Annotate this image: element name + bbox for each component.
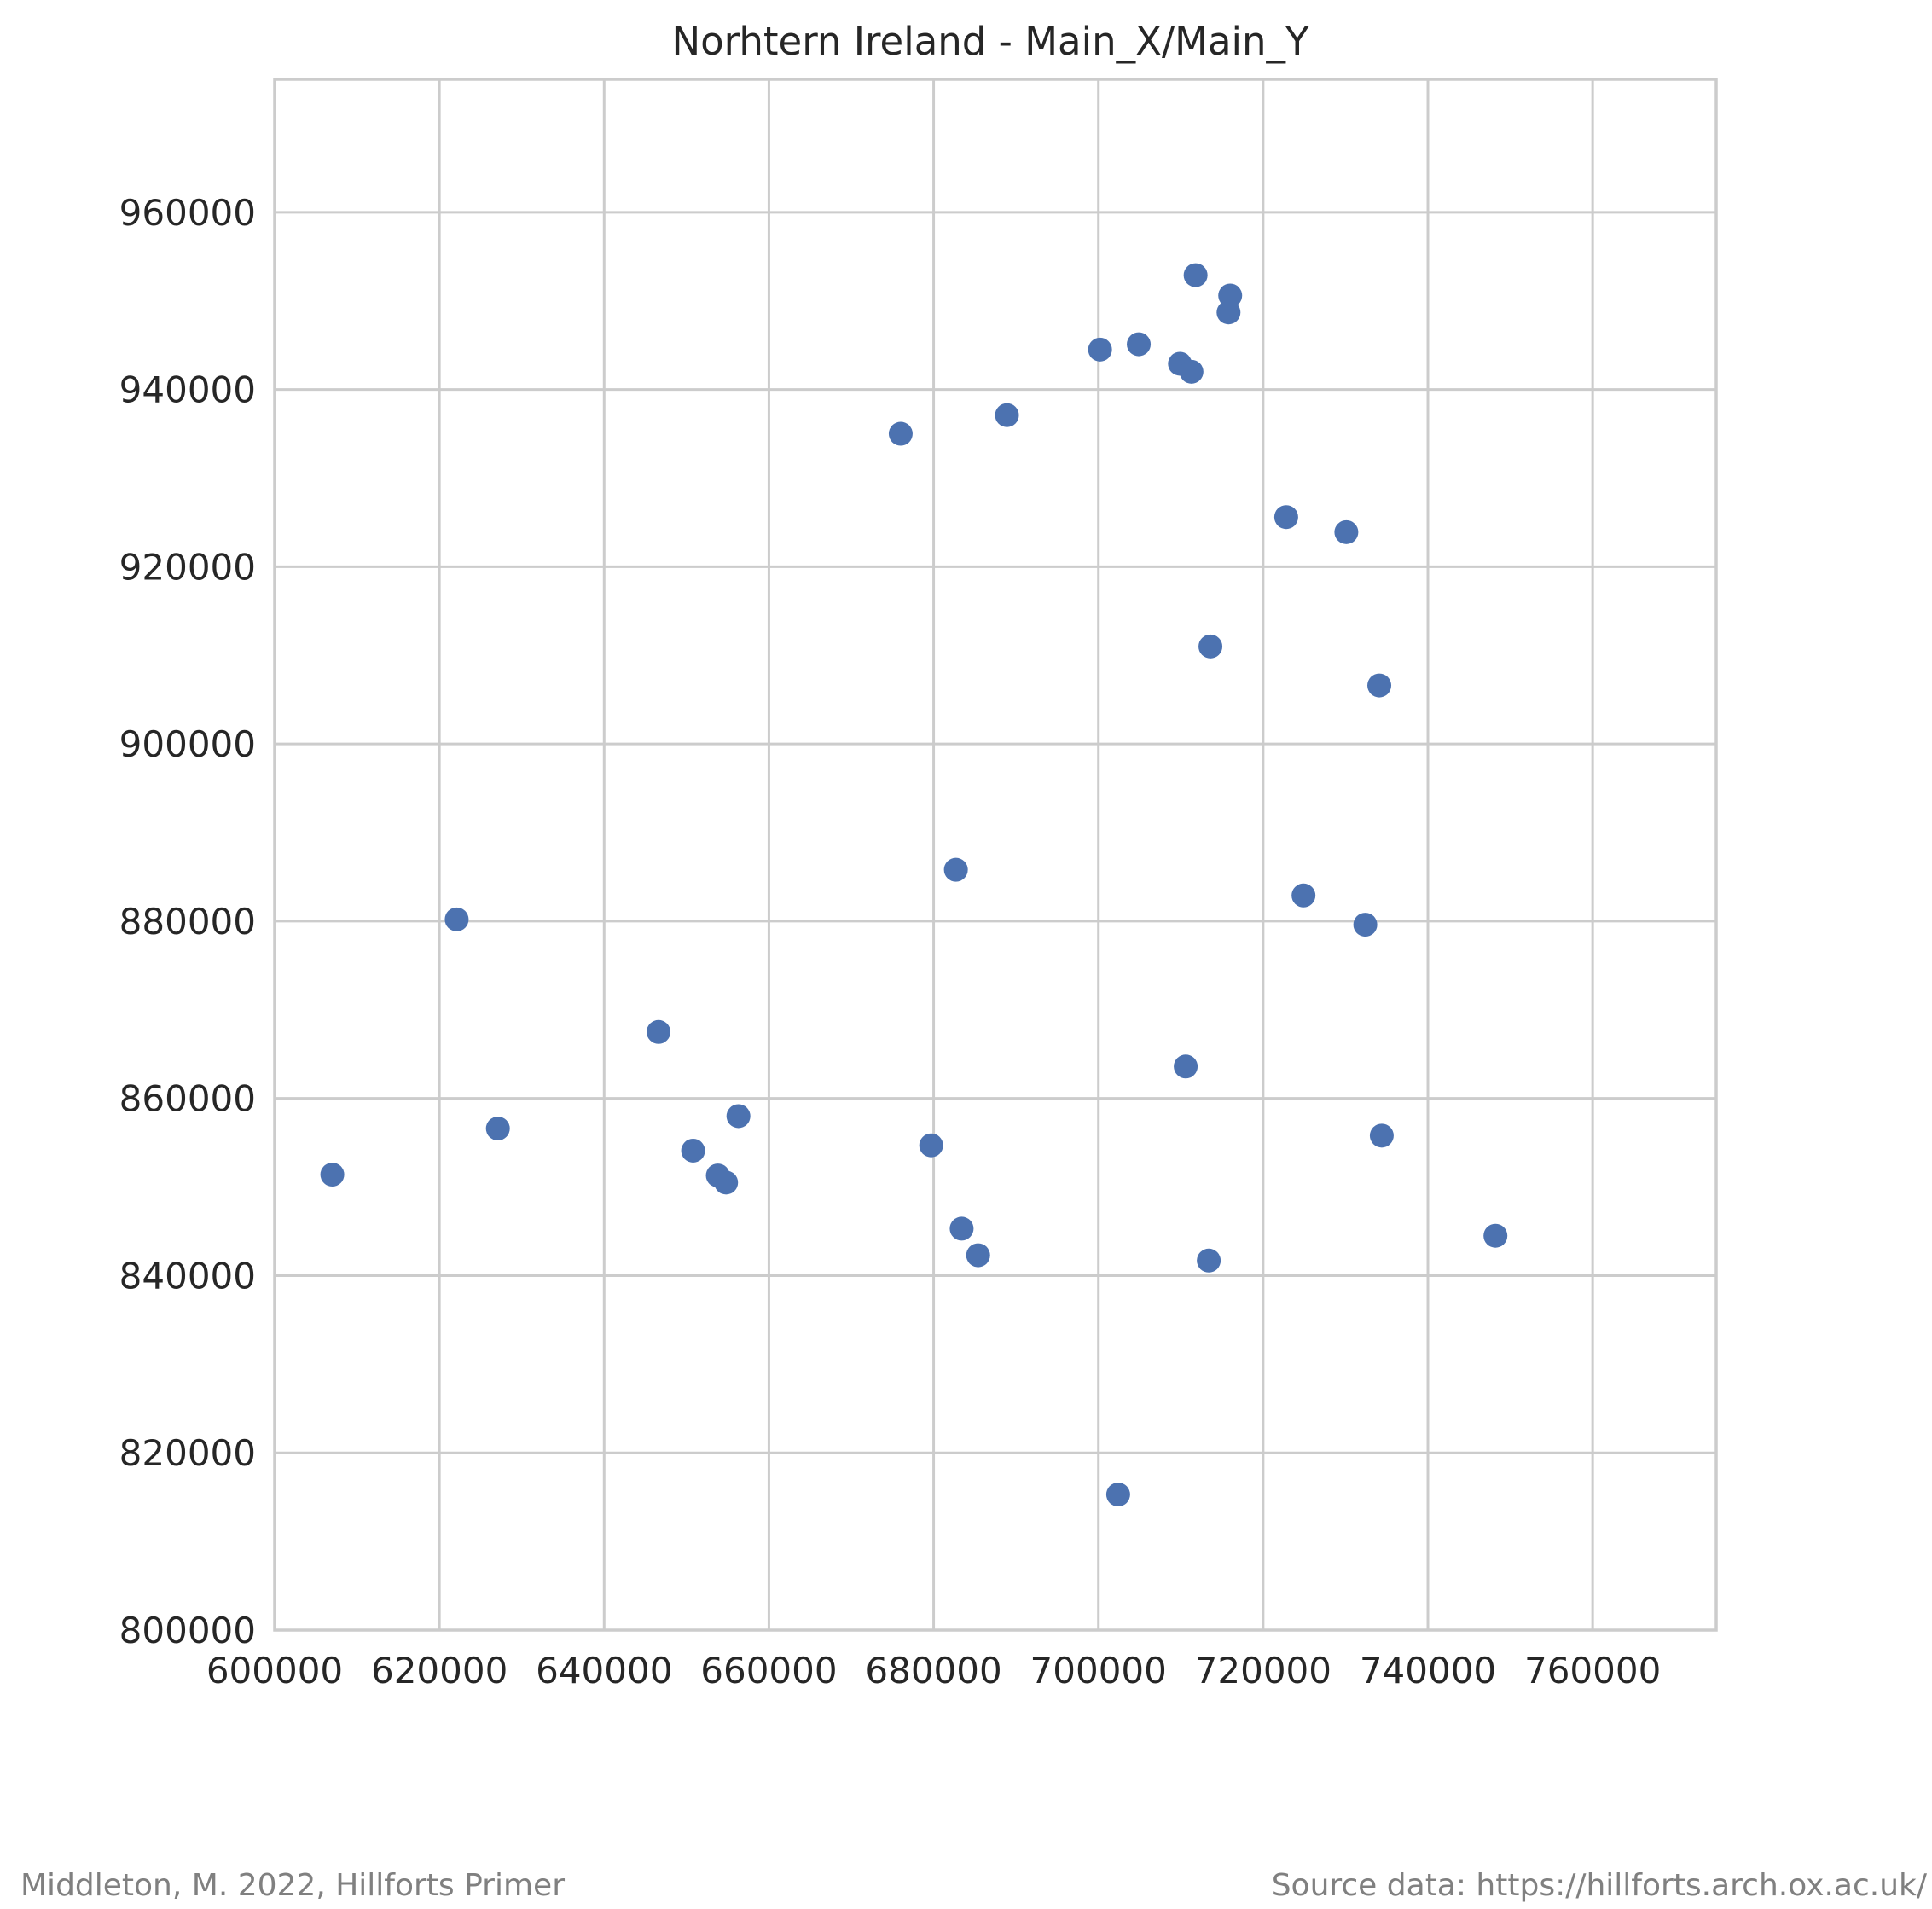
scatter-point (726, 1104, 751, 1129)
chart-title: Norhtern Ireland - Main_X/Main_Y (671, 19, 1309, 64)
scatter-point (943, 857, 968, 882)
scatter-point (647, 1019, 671, 1044)
y-tick-label: 820000 (119, 1432, 256, 1474)
scatter-point (1198, 634, 1223, 659)
x-tick-label: 660000 (700, 1650, 837, 1691)
scatter-point (1179, 359, 1204, 384)
y-tick-label: 960000 (119, 192, 256, 234)
y-tick-label: 800000 (119, 1610, 256, 1651)
scatter-point (1127, 332, 1152, 357)
scatter-point (949, 1216, 974, 1241)
scatter-point (1367, 673, 1392, 698)
x-tick-label: 620000 (371, 1650, 508, 1691)
x-tick-label: 700000 (1030, 1650, 1167, 1691)
data-points (320, 263, 1508, 1507)
y-tick-label: 900000 (119, 723, 256, 765)
scatter-point (444, 907, 469, 931)
y-axis-tick-labels: 800000 820000 840000 860000 880000 900000 9200… (119, 192, 256, 1651)
x-tick-label: 720000 (1195, 1650, 1332, 1691)
x-tick-label: 680000 (865, 1650, 1001, 1691)
scatter-point (1353, 913, 1378, 937)
scatter-point (1273, 505, 1298, 530)
y-tick-label: 840000 (119, 1255, 256, 1297)
y-tick-label: 920000 (119, 546, 256, 588)
grid-lines (273, 79, 1716, 1632)
scatter-point (1291, 883, 1316, 908)
x-tick-label: 640000 (536, 1650, 672, 1691)
scatter-point (1088, 337, 1112, 362)
scatter-point (888, 421, 913, 446)
scatter-point (1483, 1223, 1508, 1248)
scatter-point (485, 1117, 510, 1141)
y-tick-label: 940000 (119, 369, 256, 411)
scatter-point (681, 1138, 705, 1163)
scatter-point (320, 1163, 345, 1187)
scatter-point (1174, 1054, 1198, 1079)
plot-frame (273, 78, 1718, 1632)
x-tick-label: 740000 (1360, 1650, 1496, 1691)
credit-footer: Middleton, M. 2022, Hillforts Primer (20, 1868, 565, 1903)
y-tick-label: 860000 (119, 1078, 256, 1120)
scatter-point (1334, 519, 1359, 544)
scatter-point (1197, 1248, 1221, 1273)
scatter-point (1216, 300, 1241, 325)
x-axis-tick-labels: 600000 620000 640000 660000 680000 700000 7200… (206, 1650, 1661, 1691)
scatter-point (966, 1243, 990, 1268)
y-tick-label: 880000 (119, 901, 256, 943)
x-tick-label: 760000 (1524, 1650, 1661, 1691)
scatter-point (1369, 1123, 1394, 1148)
scatter-point (1183, 263, 1208, 287)
x-tick-label: 600000 (206, 1650, 343, 1691)
scatter-point (1105, 1483, 1130, 1507)
source-footer: Source data: https://hillforts.arch.ox.a… (1271, 1868, 1927, 1903)
scatter-point (919, 1133, 943, 1158)
scatter-point (995, 403, 1019, 427)
scatter-point (714, 1170, 739, 1195)
